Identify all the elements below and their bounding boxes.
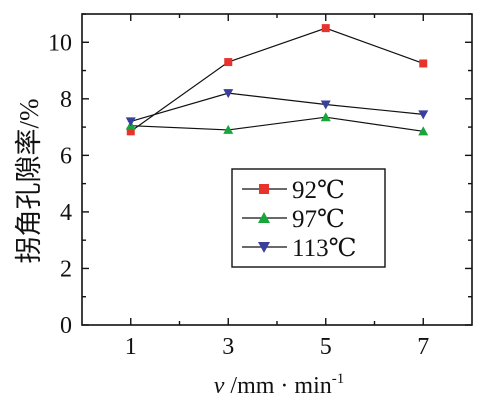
data-point-2-1 [223, 89, 234, 99]
data-point-0-0 [126, 127, 135, 136]
legend-marker [259, 184, 269, 194]
y-tick-label: 0 [60, 313, 72, 339]
legend-marker [258, 212, 270, 223]
x-tick-label: 7 [417, 334, 429, 360]
data-point-2-0 [125, 117, 136, 127]
data-point-2-3 [418, 110, 429, 120]
x-axis-title: v /mm · min-1 [214, 371, 345, 399]
y-axis-ticks: 0 2 4 6 8 10 [48, 13, 472, 339]
legend-label: 113℃ [292, 235, 357, 262]
x-axis-ticks: 1 3 5 7 [125, 14, 429, 360]
y-tick-label: 10 [48, 30, 72, 56]
series-lines [130, 27, 424, 132]
series-markers [125, 24, 429, 136]
x-axis-unit: /mm · min [224, 373, 331, 399]
x-tick-label: 5 [320, 334, 332, 360]
legend-marker [258, 242, 270, 253]
series-line-2 [130, 92, 424, 123]
data-point-0-1 [224, 58, 233, 67]
data-point-0-3 [419, 59, 428, 68]
x-axis-variable: v [214, 373, 225, 399]
y-tick-label: 6 [60, 143, 72, 169]
data-point-2-2 [320, 100, 331, 110]
series-line-0 [130, 27, 424, 132]
data-point-1-2 [320, 112, 331, 122]
x-tick-label: 3 [222, 334, 234, 360]
data-point-1-3 [418, 126, 429, 136]
x-axis-unit-exponent: -1 [332, 371, 345, 387]
y-tick-label: 4 [60, 200, 72, 226]
y-tick-label: 2 [60, 256, 72, 282]
data-point-1-1 [223, 124, 234, 134]
y-axis-title: 拐角孔隙率/% [14, 99, 44, 264]
legend-label: 92℃ [292, 177, 345, 204]
data-point-0-2 [321, 24, 330, 33]
y-tick-label: 8 [60, 87, 72, 113]
x-tick-label: 1 [125, 334, 137, 360]
legend-label: 97℃ [292, 206, 345, 233]
series-line-1 [130, 116, 424, 132]
